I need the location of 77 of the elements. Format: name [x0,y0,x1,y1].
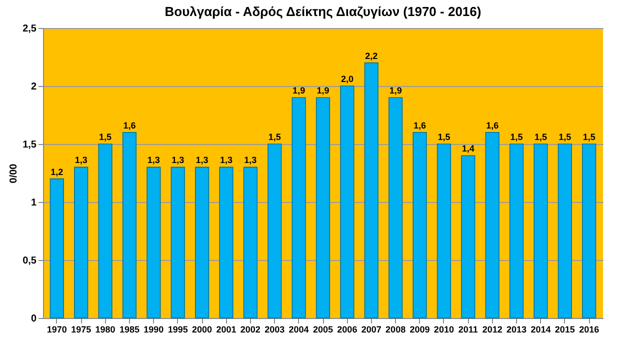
data-label: 1,2 [50,166,64,177]
data-label: 1,3 [147,155,160,166]
data-label: 1,3 [220,155,232,166]
x-tick-label: 2006 [337,324,358,334]
x-tick-label: 1970 [46,324,67,334]
data-label: 1,3 [196,155,208,166]
x-tick-label: 2012 [482,324,502,334]
bar [50,178,64,318]
data-label: 1,5 [558,132,572,142]
y-tick-label: 1,5 [22,140,37,150]
bar [74,166,88,318]
x-tick-label: 2011 [458,324,478,334]
y-tick-label: 0 [30,314,37,324]
y-tick-label: 2,5 [22,24,37,34]
data-label: 1,6 [123,120,136,130]
bar [534,144,548,318]
bar [461,155,476,318]
x-tick-label: 2001 [216,324,236,334]
data-label: 1,6 [414,120,426,130]
bar [268,144,282,318]
x-tick-label: 2000 [192,324,212,334]
x-tick-label: 2008 [386,324,406,334]
x-tick-label: 2013 [506,324,527,334]
bar [146,166,161,318]
data-label: 1,9 [389,86,402,96]
bar [364,62,378,318]
data-label: 2,0 [340,74,354,84]
bar [582,144,596,318]
bar [219,166,234,318]
bar [243,166,258,318]
y-tick-label: 1 [30,198,37,208]
bar [316,97,330,318]
data-label: 1,9 [292,86,306,96]
data-label: 1,3 [74,155,88,166]
x-tick-label: 2007 [361,324,382,334]
data-label: 1,4 [462,144,474,154]
data-label: 1,5 [534,132,547,142]
data-label: 1,5 [438,132,450,142]
x-tick-label: 1990 [144,324,164,334]
x-tick-label: 2002 [240,324,260,334]
x-tick-label: 2009 [410,324,430,334]
x-tick-label: 2014 [530,324,551,334]
x-tick-label: 2010 [434,324,454,334]
y-tick-label: 0,5 [22,256,37,266]
x-tick-label: 1985 [119,324,140,334]
bar [558,144,572,318]
bar [485,132,500,318]
bar [122,132,137,318]
data-label: 1,3 [244,155,257,166]
x-tick-label: 2005 [312,324,334,334]
bar [388,97,403,318]
x-tick-label: 2004 [288,324,309,334]
bar [98,144,112,318]
bar [170,166,185,318]
bar [340,86,354,318]
bar [509,144,524,318]
data-label: 1,5 [582,132,596,142]
data-label: 1,5 [99,132,112,142]
bar [436,144,452,318]
x-tick-label: 1995 [168,324,188,334]
data-label: 2,2 [365,50,378,61]
chart-title: Βουλγαρία - Αδρός Δείκτης Διαζυγίων (1970 - 2016) [164,4,482,19]
data-label: 1,9 [316,86,330,96]
data-label: 1,6 [486,120,499,130]
x-tick-label: 1980 [95,324,116,334]
x-tick-label: 2016 [579,324,600,334]
y-tick-label: 2 [30,82,37,92]
bar [194,166,210,318]
x-tick-label: 1975 [71,324,92,334]
data-label: 1,3 [172,155,184,166]
data-label: 1,5 [510,132,523,142]
bar [292,97,306,318]
y-axis-title: 0/00 [8,163,20,184]
data-label: 1,5 [268,132,281,142]
x-tick-label: 2003 [264,324,285,334]
bar [412,132,427,318]
x-tick-label: 2015 [554,324,575,334]
